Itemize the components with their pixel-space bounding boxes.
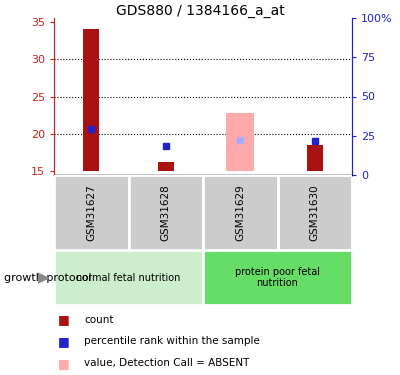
Text: GSM31627: GSM31627 xyxy=(86,184,96,241)
Bar xyxy=(54,175,128,250)
Text: GSM31630: GSM31630 xyxy=(310,184,320,241)
Bar xyxy=(158,162,174,171)
Bar xyxy=(306,145,323,171)
Text: GSM31628: GSM31628 xyxy=(161,184,171,241)
Bar xyxy=(226,113,254,171)
Text: GSM31629: GSM31629 xyxy=(235,184,245,241)
Text: ▶: ▶ xyxy=(38,270,50,285)
Text: normal fetal nutrition: normal fetal nutrition xyxy=(76,273,181,282)
Bar xyxy=(83,29,100,171)
Text: ■: ■ xyxy=(58,335,70,348)
Text: growth protocol: growth protocol xyxy=(4,273,92,282)
Bar xyxy=(203,175,278,250)
Text: count: count xyxy=(84,315,114,325)
Text: percentile rank within the sample: percentile rank within the sample xyxy=(84,336,260,346)
Text: protein poor fetal
nutrition: protein poor fetal nutrition xyxy=(235,267,320,288)
Bar xyxy=(203,250,352,305)
Text: ■: ■ xyxy=(58,313,70,326)
Bar xyxy=(278,175,352,250)
Text: value, Detection Call = ABSENT: value, Detection Call = ABSENT xyxy=(84,358,249,368)
Text: GDS880 / 1384166_a_at: GDS880 / 1384166_a_at xyxy=(116,4,284,18)
Text: ■: ■ xyxy=(58,357,70,370)
Bar xyxy=(54,250,203,305)
Bar xyxy=(128,175,203,250)
